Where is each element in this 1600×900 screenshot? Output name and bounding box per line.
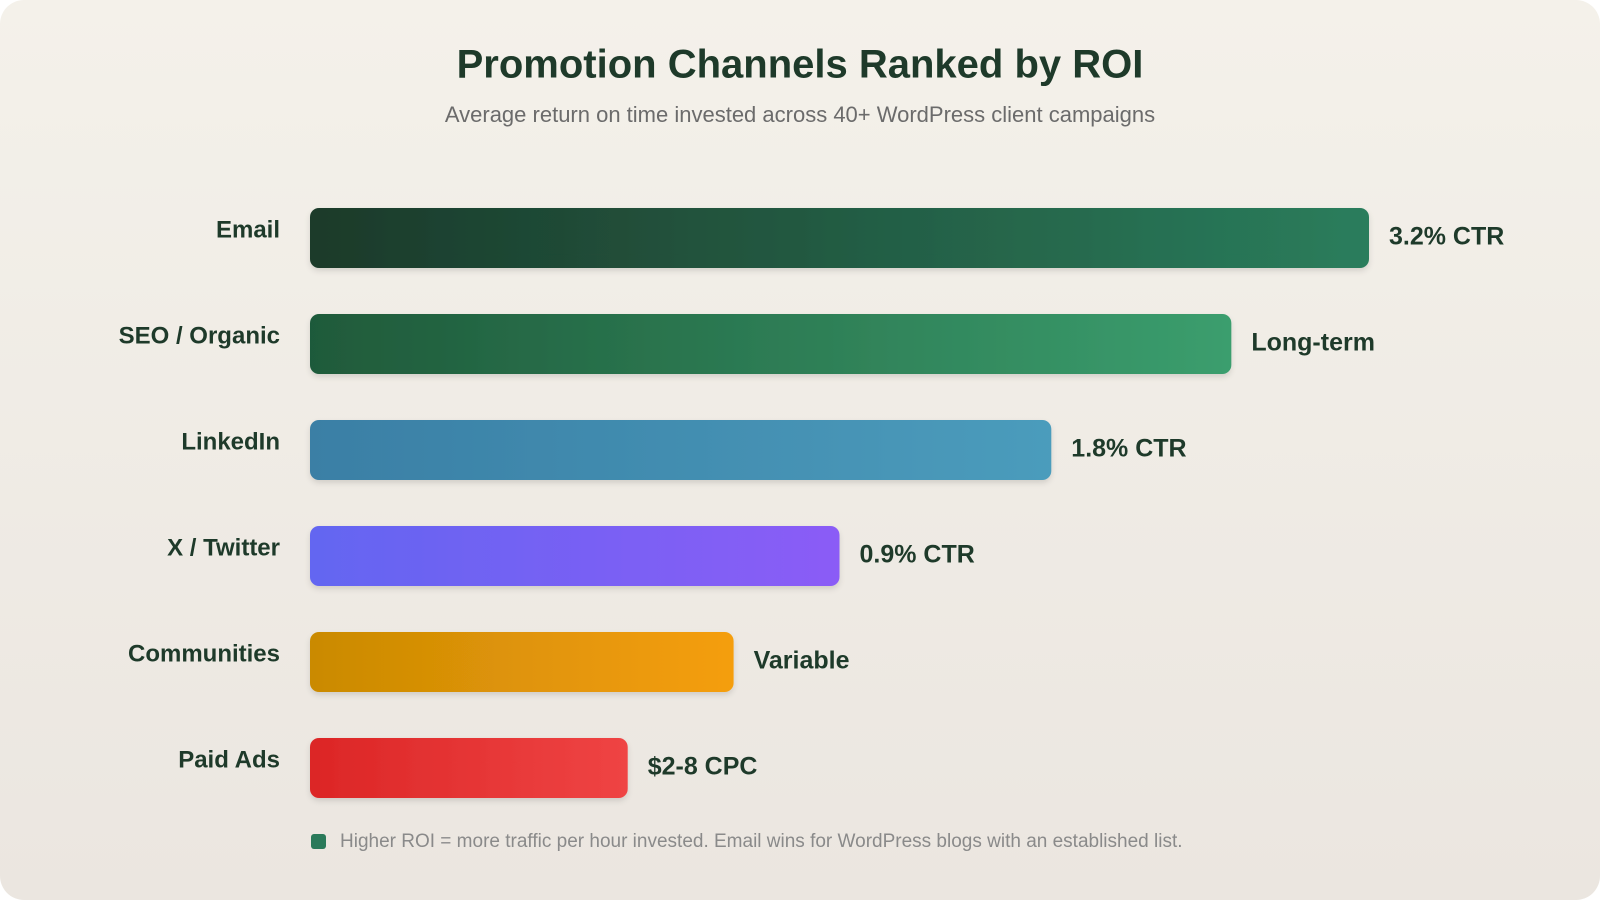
bar-note: 1.8% CTR xyxy=(1071,435,1186,463)
chart-subtitle: Average return on time invested across 4… xyxy=(445,102,1155,127)
bar xyxy=(310,526,840,586)
category-label: Paid Ads xyxy=(178,746,280,773)
bar xyxy=(310,738,628,798)
category-label: LinkedIn xyxy=(181,428,280,455)
bar-note: Variable xyxy=(754,647,850,675)
category-label: SEO / Organic xyxy=(119,322,280,349)
chart-title: Promotion Channels Ranked by ROI xyxy=(457,43,1144,87)
bar-note: 3.2% CTR xyxy=(1389,223,1504,251)
footnote: Higher ROI = more traffic per hour inves… xyxy=(340,831,1183,852)
bar xyxy=(310,420,1052,480)
bar xyxy=(310,208,1369,268)
legend-swatch xyxy=(311,834,326,849)
bar xyxy=(310,632,734,692)
category-label: X / Twitter xyxy=(167,534,280,561)
bar xyxy=(310,314,1232,374)
category-label: Communities xyxy=(128,640,280,667)
bar-note: Long-term xyxy=(1251,329,1375,357)
bar-note: $2-8 CPC xyxy=(648,753,758,781)
bar-note: 0.9% CTR xyxy=(860,541,975,569)
category-label: Email xyxy=(216,216,280,243)
